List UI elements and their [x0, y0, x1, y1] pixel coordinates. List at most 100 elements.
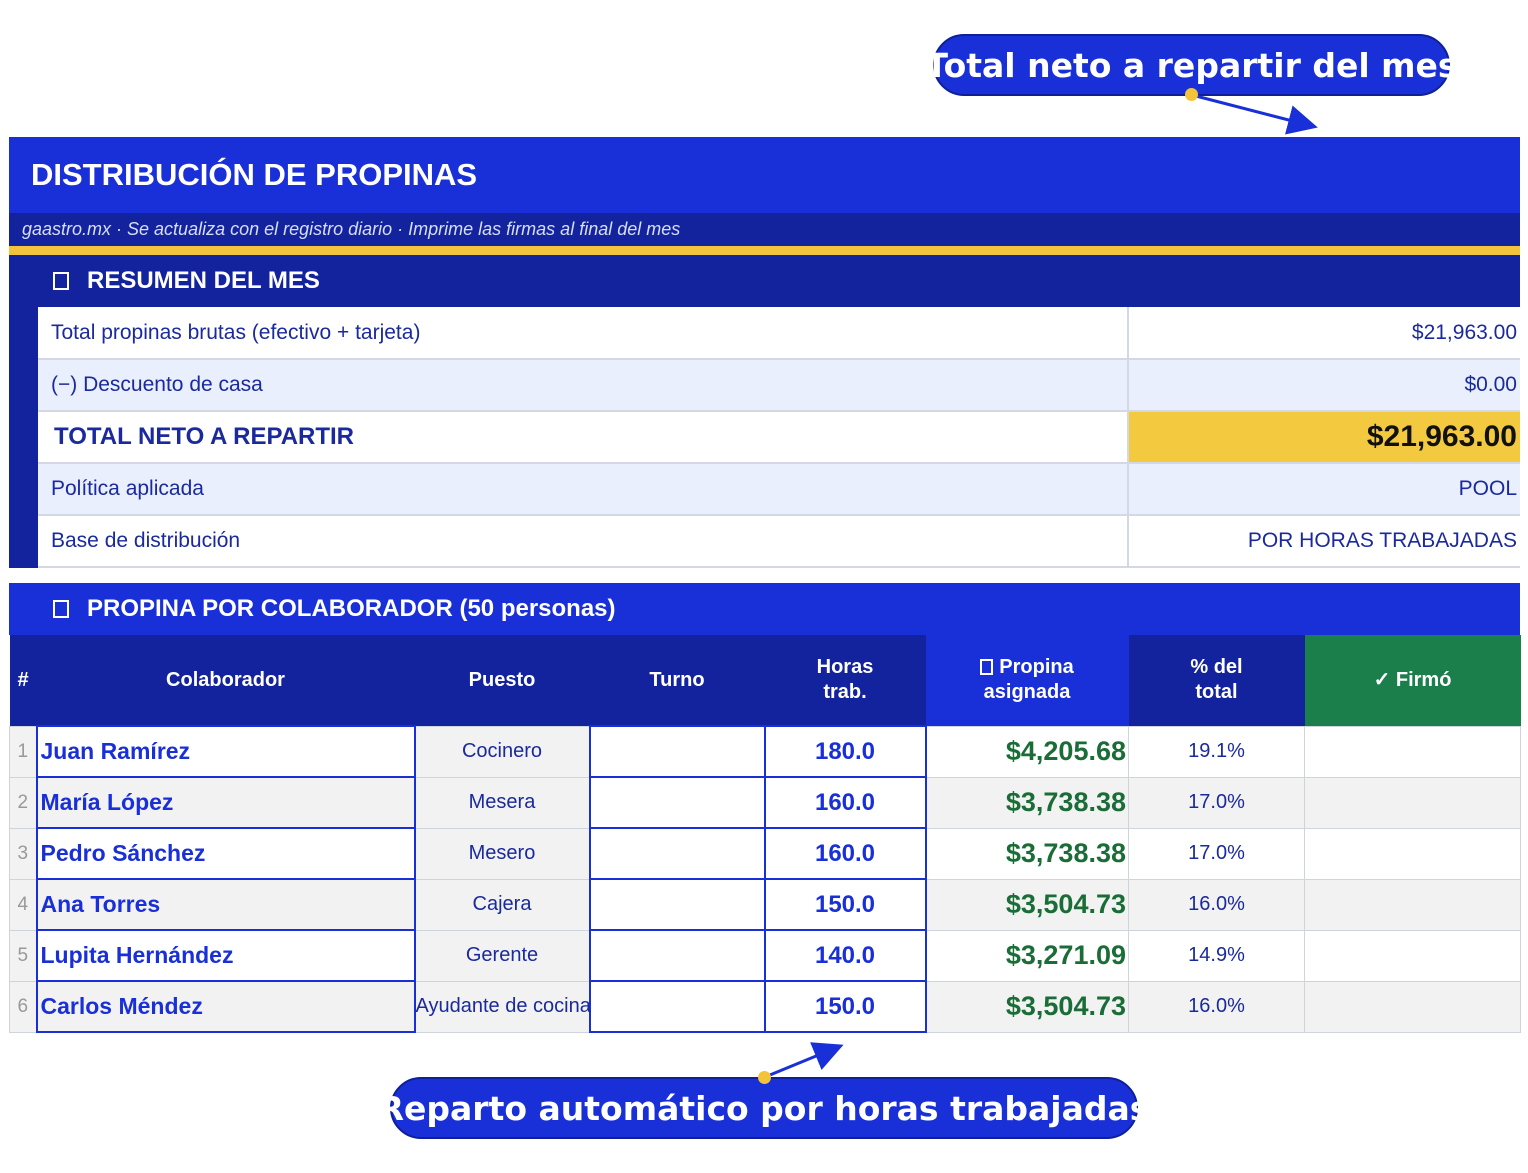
summary-heading: RESUMEN DEL MES [9, 255, 1520, 307]
tip-icon [980, 659, 994, 676]
pct-cell[interactable]: 14.9% [1128, 929, 1305, 982]
collaborators-icon [53, 600, 69, 618]
callout-dot-bottom [758, 1071, 771, 1084]
shift-cell[interactable] [588, 929, 766, 982]
col-num[interactable]: # [9, 635, 37, 726]
summary-side-bar [9, 307, 38, 568]
signed-cell[interactable] [1304, 827, 1521, 880]
row-number: 1 [9, 725, 37, 778]
spreadsheet: DISTRIBUCIÓN DE PROPINAS gaastro.mx · Se… [9, 137, 1521, 1033]
col-pct[interactable]: % del total [1128, 635, 1305, 726]
hours-cell[interactable]: 160.0 [763, 776, 927, 829]
position-cell[interactable]: Mesero [414, 827, 590, 880]
total-net-value[interactable]: $21,963.00 [1128, 411, 1520, 464]
callout-reparto: Reparto automático por horas trabajadas [379, 1077, 1149, 1139]
collaborator-name[interactable]: Ana Torres [35, 878, 416, 931]
tip-cell[interactable]: $3,738.38 [925, 827, 1129, 880]
signed-cell[interactable] [1304, 980, 1521, 1033]
shift-cell[interactable] [588, 725, 766, 778]
col-position[interactable]: Puesto [414, 635, 590, 726]
signed-cell[interactable] [1304, 725, 1521, 778]
summary-value[interactable]: $0.00 [1128, 359, 1520, 412]
pct-cell[interactable]: 17.0% [1128, 827, 1305, 880]
summary-label[interactable]: (−) Descuento de casa [38, 359, 1129, 412]
position-cell[interactable]: Cajera [414, 878, 590, 931]
col-hours-line1: Horas [816, 656, 874, 678]
row-number: 6 [9, 980, 37, 1033]
summary-value[interactable]: POR HORAS TRABAJADAS [1128, 515, 1520, 568]
summary-table: Total propinas brutas (efectivo + tarjet… [38, 307, 1520, 568]
summary-value[interactable]: POOL [1128, 463, 1520, 516]
summary-value[interactable]: $21,963.00 [1128, 307, 1520, 360]
shift-cell[interactable] [588, 980, 766, 1033]
table-row: 5 Lupita Hernández Gerente 140.0 $3,271.… [9, 929, 1521, 982]
hours-cell[interactable]: 150.0 [763, 980, 927, 1033]
summary-row-gross: Total propinas brutas (efectivo + tarjet… [38, 307, 1520, 360]
position-cell[interactable]: Cocinero [414, 725, 590, 778]
col-tip[interactable]: Propina asignada [925, 635, 1129, 726]
summary-block: Total propinas brutas (efectivo + tarjet… [9, 307, 1520, 568]
sheet-title: DISTRIBUCIÓN DE PROPINAS [9, 137, 1520, 213]
col-tip-line2: asignada [983, 681, 1071, 704]
collaborators-heading: PROPINA POR COLABORADOR (50 personas) [9, 583, 1520, 635]
col-tip-line1: Propina [999, 656, 1074, 679]
position-cell[interactable]: Ayudante de cocina [414, 980, 591, 1033]
collaborator-name[interactable]: Carlos Méndez [35, 980, 416, 1033]
summary-row-base: Base de distribución POR HORAS TRABAJADA… [38, 515, 1520, 568]
position-cell[interactable]: Gerente [414, 929, 590, 982]
shift-cell[interactable] [588, 776, 766, 829]
table-row: 4 Ana Torres Cajera 150.0 $3,504.73 16.0… [9, 878, 1521, 931]
col-name[interactable]: Colaborador [36, 635, 415, 726]
position-cell[interactable]: Mesera [414, 776, 590, 829]
collaborator-name[interactable]: Lupita Hernández [35, 929, 416, 982]
collaborator-name[interactable]: Pedro Sánchez [35, 827, 416, 880]
summary-icon [53, 272, 69, 290]
callout-total-neto: Total neto a repartir del mes [925, 34, 1458, 96]
hours-cell[interactable]: 180.0 [763, 725, 927, 778]
collaborators-heading-label: PROPINA POR COLABORADOR (50 personas) [87, 595, 616, 622]
tip-cell[interactable]: $3,504.73 [925, 980, 1129, 1033]
pct-cell[interactable]: 16.0% [1128, 878, 1305, 931]
summary-label[interactable]: Total propinas brutas (efectivo + tarjet… [38, 307, 1129, 360]
callout-dot-top [1185, 88, 1198, 101]
tip-cell[interactable]: $4,205.68 [925, 725, 1129, 778]
col-pct-line1: % del [1190, 656, 1243, 679]
col-signed[interactable]: ✓ Firmó [1304, 635, 1521, 726]
summary-row-total: TOTAL NETO A REPARTIR $21,963.00 [38, 411, 1520, 464]
collaborator-name[interactable]: Juan Ramírez [35, 725, 416, 778]
hours-cell[interactable]: 160.0 [763, 827, 927, 880]
sheet-subtitle: gaastro.mx · Se actualiza con el registr… [9, 213, 1520, 246]
arrow-bottom [764, 1042, 844, 1079]
row-number: 5 [9, 929, 37, 982]
signed-cell[interactable] [1304, 878, 1521, 931]
col-hours[interactable]: Horas trab. [764, 635, 926, 726]
summary-label[interactable]: Base de distribución [38, 515, 1129, 568]
pct-cell[interactable]: 17.0% [1128, 776, 1305, 829]
table-row: 3 Pedro Sánchez Mesero 160.0 $3,738.38 1… [9, 827, 1521, 880]
tip-cell[interactable]: $3,504.73 [925, 878, 1129, 931]
summary-heading-label: RESUMEN DEL MES [87, 267, 320, 294]
pct-cell[interactable]: 19.1% [1128, 725, 1305, 778]
signed-cell[interactable] [1304, 776, 1521, 829]
pct-cell[interactable]: 16.0% [1128, 980, 1305, 1033]
col-shift[interactable]: Turno [589, 635, 765, 726]
table-header: # Colaborador Puesto Turno Horas trab. Pr… [9, 635, 1521, 726]
summary-row-discount: (−) Descuento de casa $0.00 [38, 359, 1520, 412]
table-row: 2 María López Mesera 160.0 $3,738.38 17.… [9, 776, 1521, 829]
hours-cell[interactable]: 140.0 [763, 929, 927, 982]
summary-label[interactable]: Política aplicada [38, 463, 1129, 516]
shift-cell[interactable] [588, 878, 766, 931]
arrow-top [1191, 93, 1318, 135]
collaborators-table: # Colaborador Puesto Turno Horas trab. Pr… [9, 635, 1521, 1033]
collaborator-name[interactable]: María López [35, 776, 416, 829]
row-number: 2 [9, 776, 37, 829]
shift-cell[interactable] [588, 827, 766, 880]
tip-cell[interactable]: $3,738.38 [925, 776, 1129, 829]
summary-label[interactable]: TOTAL NETO A REPARTIR [38, 411, 1129, 464]
row-number: 3 [9, 827, 37, 880]
tip-cell[interactable]: $3,271.09 [925, 929, 1129, 982]
hours-cell[interactable]: 150.0 [763, 878, 927, 931]
row-number: 4 [9, 878, 37, 931]
signed-cell[interactable] [1304, 929, 1521, 982]
